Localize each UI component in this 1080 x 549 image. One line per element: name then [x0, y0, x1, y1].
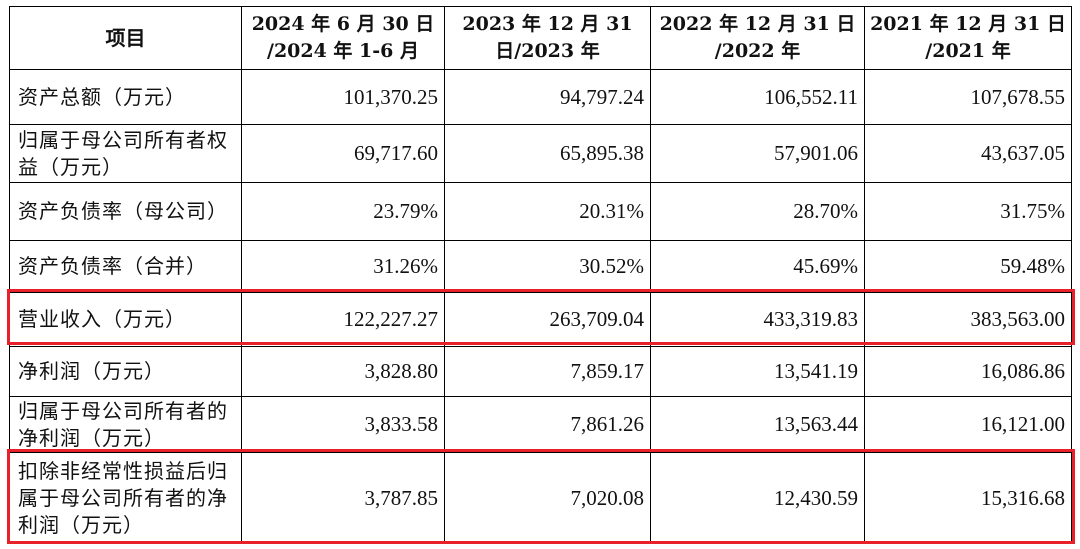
row-label: 净利润（万元） — [9, 346, 242, 397]
cell-value: 16,086.86 — [864, 346, 1072, 397]
cell-value: 45.69% — [650, 240, 865, 293]
financial-summary-table: 项目 2024 年 6 月 30 日 /2024 年 1-6 月 2023 年 … — [9, 6, 1072, 544]
cell-value: 94,797.24 — [444, 69, 651, 125]
header-row: 项目 2024 年 6 月 30 日 /2024 年 1-6 月 2023 年 … — [9, 6, 1072, 70]
cell-value: 20.31% — [444, 182, 651, 241]
table-row-debt-ratio-consolidated: 资产负债率（合并） 31.26% 30.52% 45.69% 59.48% — [9, 240, 1072, 293]
cell-value: 7,861.26 — [444, 396, 651, 453]
cell-value: 263,709.04 — [444, 292, 651, 347]
table-row-total-assets: 资产总额（万元） 101,370.25 94,797.24 106,552.11… — [9, 69, 1072, 125]
table-row-revenue: 营业收入（万元） 122,227.27 263,709.04 433,319.8… — [9, 292, 1072, 347]
row-label: 资产总额（万元） — [9, 69, 242, 125]
header-period-line1: 2024 年 6 月 30 日 — [251, 13, 435, 35]
cell-value: 122,227.27 — [241, 292, 445, 347]
header-period-2024h1: 2024 年 6 月 30 日 /2024 年 1-6 月 — [241, 6, 445, 70]
cell-value: 13,541.19 — [650, 346, 865, 397]
row-label: 归属于母公司所有者权益（万元） — [9, 124, 242, 183]
cell-value: 16,121.00 — [864, 396, 1072, 453]
cell-value: 69,717.60 — [241, 124, 445, 183]
cell-value: 43,637.05 — [864, 124, 1072, 183]
header-period-line1: 2023 年 12 月 31 — [462, 13, 633, 35]
cell-value: 3,828.80 — [241, 346, 445, 397]
cell-value: 59.48% — [864, 240, 1072, 293]
cell-value: 31.26% — [241, 240, 445, 293]
header-period-line2: 日/2023 年 — [495, 40, 600, 62]
cell-value: 13,563.44 — [650, 396, 865, 453]
cell-value: 3,787.85 — [241, 452, 445, 544]
row-label: 归属于母公司所有者的净利润（万元） — [9, 396, 242, 453]
header-period-line2: /2024 年 1-6 月 — [267, 40, 419, 62]
cell-value: 433,319.83 — [650, 292, 865, 347]
cell-value: 7,859.17 — [444, 346, 651, 397]
cell-value: 23.79% — [241, 182, 445, 241]
header-period-line2: /2021 年 — [925, 40, 1011, 62]
table-row-deducted-net-profit: 扣除非经常性损益后归属于母公司所有者的净利润（万元） 3,787.85 7,02… — [9, 452, 1072, 544]
header-period-2023: 2023 年 12 月 31 日/2023 年 — [444, 6, 651, 70]
header-item: 项目 — [9, 6, 242, 70]
cell-value: 31.75% — [864, 182, 1072, 241]
cell-value: 28.70% — [650, 182, 865, 241]
table-row-parent-net-profit: 归属于母公司所有者的净利润（万元） 3,833.58 7,861.26 13,5… — [9, 396, 1072, 453]
row-label: 营业收入（万元） — [9, 292, 242, 347]
cell-value: 107,678.55 — [864, 69, 1072, 125]
table-row-parent-equity: 归属于母公司所有者权益（万元） 69,717.60 65,895.38 57,9… — [9, 124, 1072, 183]
table-row-net-profit: 净利润（万元） 3,828.80 7,859.17 13,541.19 16,0… — [9, 346, 1072, 397]
cell-value: 15,316.68 — [864, 452, 1072, 544]
cell-value: 106,552.11 — [650, 69, 865, 125]
row-label: 资产负债率（合并） — [9, 240, 242, 293]
cell-value: 12,430.59 — [650, 452, 865, 544]
cell-value: 57,901.06 — [650, 124, 865, 183]
cell-value: 7,020.08 — [444, 452, 651, 544]
table-row-debt-ratio-parent: 资产负债率（母公司） 23.79% 20.31% 28.70% 31.75% — [9, 182, 1072, 241]
cell-value: 65,895.38 — [444, 124, 651, 183]
row-label: 扣除非经常性损益后归属于母公司所有者的净利润（万元） — [9, 452, 242, 544]
header-period-2022: 2022 年 12 月 31 日 /2022 年 — [650, 6, 865, 70]
cell-value: 3,833.58 — [241, 396, 445, 453]
header-period-2021: 2021 年 12 月 31 日 /2021 年 — [864, 6, 1072, 70]
header-period-line1: 2021 年 12 月 31 日 — [870, 13, 1066, 35]
row-label: 资产负债率（母公司） — [9, 182, 242, 241]
cell-value: 30.52% — [444, 240, 651, 293]
header-period-line2: /2022 年 — [714, 40, 801, 62]
header-period-line1: 2022 年 12 月 31 日 — [659, 13, 856, 35]
cell-value: 101,370.25 — [241, 69, 445, 125]
cell-value: 383,563.00 — [864, 292, 1072, 347]
